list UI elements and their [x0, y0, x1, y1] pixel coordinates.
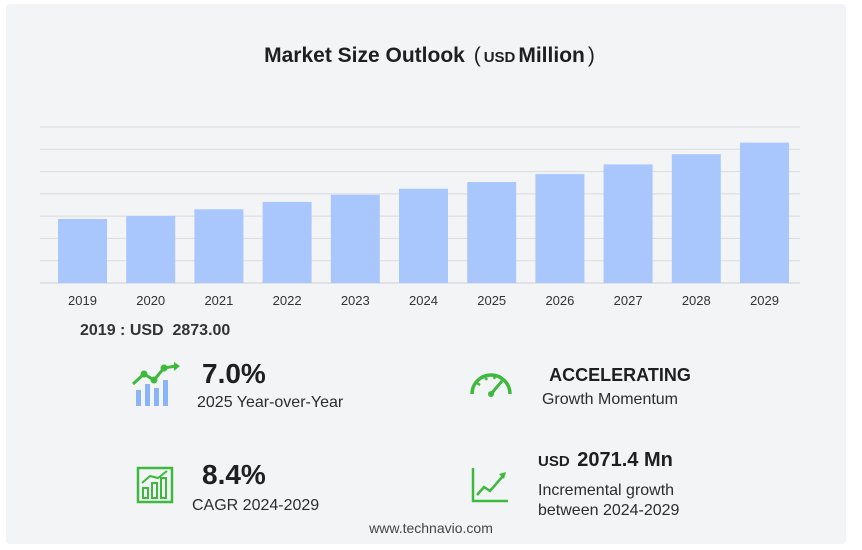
x-tick-label: 2029: [750, 293, 779, 308]
yoy-label: 2025 Year-over-Year: [197, 394, 344, 411]
x-tick-label: 2022: [273, 293, 302, 308]
incremental-label-1: Incremental growth: [538, 482, 675, 499]
momentum-value: ACCELERATING: [549, 365, 691, 385]
growth-chart-icon: [136, 466, 174, 504]
bar-2022: [262, 201, 312, 283]
line-growth-icon: [471, 468, 508, 503]
footer-source: www.technavio.com: [369, 520, 493, 536]
x-tick-label: 2021: [204, 293, 233, 308]
title-open-paren: (: [473, 44, 481, 67]
title-close-paren: ): [587, 44, 595, 67]
chart-x-labels: 2019 2020 2021 2022 2023 2024 2025 2026 2027 2028…: [68, 293, 779, 308]
x-tick-label: 2027: [614, 293, 643, 308]
x-tick-label: 2024: [409, 293, 438, 308]
chart-bars: [58, 142, 789, 283]
title-unit: Million: [518, 44, 585, 67]
bar-2019: [58, 218, 107, 283]
x-tick-label: 2023: [341, 293, 370, 308]
bar-2027: [603, 164, 653, 283]
bar-chart: 2019 2020 2021 2022 2023 2024 2025 2026 2027 2028…: [40, 126, 800, 308]
momentum-stat: ACCELERATING Growth Momentum: [530, 364, 730, 410]
x-tick-label: 2025: [477, 293, 506, 308]
cagr-value: 8.4%: [202, 459, 266, 490]
chart-title: Market Size Outlook (USD Million): [0, 44, 862, 68]
cagr-label: CAGR 2024-2029: [192, 497, 320, 514]
momentum-label: Growth Momentum: [541, 391, 679, 408]
bar-2024: [399, 188, 448, 283]
bar-2021: [194, 209, 244, 283]
title-main: Market Size Outlook: [264, 44, 465, 67]
bar-2026: [535, 174, 585, 283]
x-tick-label: 2020: [136, 293, 165, 308]
cagr-stat: 8.4% CAGR 2024-2029: [192, 459, 319, 516]
bar-2020: [126, 215, 176, 283]
incremental-currency: USD: [538, 453, 570, 470]
incremental-stat: USD 2071.4 Mn Incremental growth between…: [538, 449, 679, 521]
x-tick-label: 2019: [68, 293, 97, 308]
yoy-stat: 7.0% 2025 Year-over-Year: [197, 358, 343, 413]
base-year-value: 2019 : USD 2873.00: [80, 322, 231, 339]
x-tick-label: 2028: [682, 293, 711, 308]
bar-2023: [330, 194, 380, 283]
bar-2029: [740, 142, 789, 283]
x-tick-label: 2026: [545, 293, 574, 308]
incremental-value-line: USD 2071.4 Mn: [538, 449, 679, 473]
incremental-value: 2071.4 Mn: [577, 449, 673, 471]
yoy-value: 7.0%: [202, 358, 266, 389]
bar-2025: [467, 182, 517, 283]
bar-2028: [671, 154, 721, 283]
incremental-label-2: between 2024-2029: [538, 502, 680, 519]
speedometer-icon: [470, 373, 512, 397]
title-currency: USD: [483, 49, 516, 66]
trend-bars-icon: [131, 362, 180, 406]
